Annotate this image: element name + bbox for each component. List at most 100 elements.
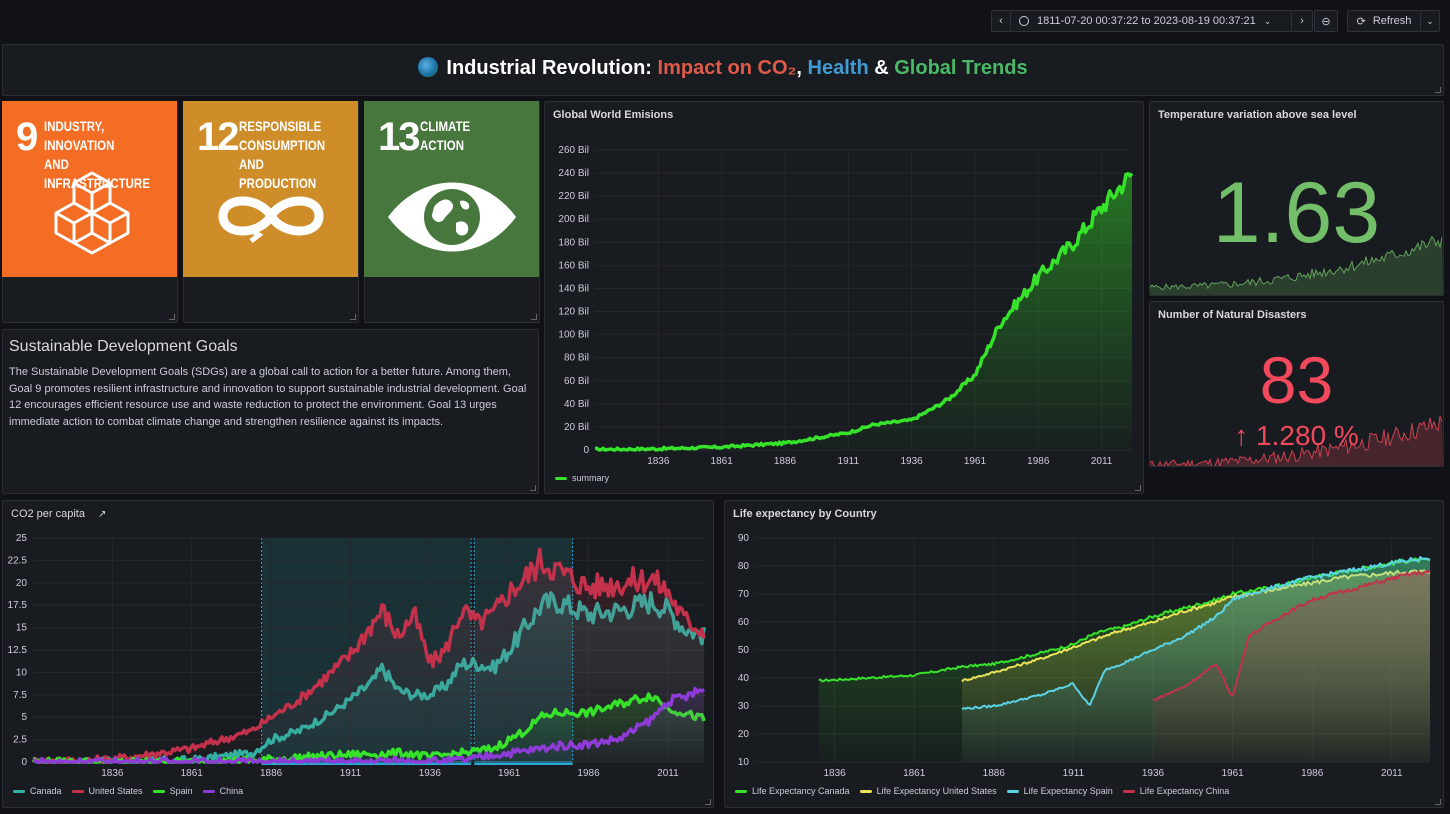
chevron-down-icon: ⌄ (1426, 15, 1434, 26)
y-tick-label: 0 (583, 445, 589, 456)
y-tick-label: 180 Bil (558, 237, 589, 248)
disasters-change: ↑ 1.280 % (1150, 420, 1443, 452)
legend: Canada United States Spain China (13, 786, 253, 796)
sdg-tile-13: 13 CLIMATE ACTION (364, 101, 539, 277)
x-tick-label: 1936 (901, 456, 924, 467)
y-tick-label: 15 (16, 623, 28, 634)
time-back-button[interactable]: ‹ (991, 10, 1011, 32)
legend-item[interactable]: China (202, 786, 244, 796)
legend-item[interactable]: United States (71, 786, 143, 796)
legend-label: Canada (30, 786, 62, 796)
title-part-1: Industrial Revolution: (446, 57, 658, 79)
legend-item[interactable]: Life Expectancy Spain (1006, 786, 1113, 796)
infinity-icon (218, 196, 324, 243)
resize-handle[interactable] (1435, 87, 1441, 93)
x-tick-label: 1986 (577, 768, 600, 779)
resize-handle[interactable] (531, 314, 537, 320)
resize-handle[interactable] (530, 485, 536, 491)
x-tick-label: 1911 (1063, 768, 1085, 779)
y-tick-label: 160 Bil (558, 260, 589, 271)
y-tick-label: 10 (16, 667, 28, 678)
region-bar (474, 761, 573, 765)
legend-swatch (13, 789, 25, 793)
x-tick-label: 1986 (1027, 456, 1050, 467)
legend-swatch (202, 789, 215, 793)
resize-handle[interactable] (705, 799, 711, 805)
y-tick-label: 100 Bil (558, 330, 589, 341)
series-line-summary (594, 172, 1134, 452)
y-tick-label: 40 Bil (564, 399, 589, 410)
sdg-text-title: Sustainable Development Goals (9, 338, 238, 355)
y-tick-label: 90 (738, 533, 750, 544)
y-tick-label: 120 Bil (558, 307, 589, 318)
page-title: Industrial Revolution: Impact on CO₂, He… (3, 57, 1443, 80)
clock-icon (1019, 16, 1029, 26)
y-tick-label: 70 (738, 589, 750, 600)
refresh-label: Refresh (1372, 15, 1412, 27)
legend-label: Spain (169, 786, 193, 796)
y-tick-label: 0 (21, 757, 27, 768)
y-tick-label: 80 (738, 561, 750, 572)
resize-handle[interactable] (350, 314, 356, 320)
panel-title: CO2 per capita ↗ (11, 508, 106, 520)
y-tick-label: 30 (738, 701, 750, 712)
x-tick-label: 1936 (419, 768, 442, 779)
region-bar (261, 761, 472, 765)
resize-handle[interactable] (1435, 799, 1441, 805)
sdg-number: 13 (378, 115, 420, 159)
x-tick-label: 1836 (647, 456, 670, 467)
global-emissions-chart: 0 20 Bil 40 Bil 60 Bil 80 Bil 100 Bil 120 Bil 1… (558, 145, 1134, 467)
legend-item[interactable]: Life Expectancy China (1122, 786, 1229, 796)
panel-title: Temperature variation above sea level (1158, 109, 1357, 121)
x-tick-label: 1886 (774, 456, 797, 467)
resize-handle[interactable] (1135, 485, 1141, 491)
time-forward-button[interactable]: › (1291, 10, 1313, 32)
y-tick-label: 2.5 (13, 735, 27, 746)
resize-handle[interactable] (169, 314, 175, 320)
legend-item[interactable]: Spain (152, 786, 193, 796)
legend-label: China (219, 786, 244, 796)
x-tick-label: 1911 (340, 768, 362, 779)
zoom-out-button[interactable]: ⊖ (1314, 10, 1338, 32)
x-tick-label: 2011 (1381, 768, 1403, 779)
arrow-up-icon: ↑ (1234, 420, 1249, 451)
life-expectancy-chart: 10 20 30 40 50 60 70 80 90 1836 1861 1886 1911 1936 19… (738, 533, 1431, 779)
external-link-icon[interactable]: ↗ (98, 509, 107, 520)
cubes-icon (54, 171, 130, 255)
life-expectancy-panel: Life expectancy by Country 10 20 30 40 50 60 7… (724, 500, 1444, 808)
series-area-spain (33, 694, 705, 762)
title-sep-1: , (796, 57, 808, 79)
y-tick-label: 12.5 (8, 645, 28, 656)
legend-item[interactable]: summary (555, 473, 609, 483)
legend-label: summary (572, 473, 610, 483)
header-panel: Industrial Revolution: Impact on CO₂, He… (2, 44, 1444, 96)
y-tick-label: 80 Bil (564, 353, 589, 364)
y-tick-label: 200 Bil (558, 214, 589, 225)
refresh-button[interactable]: ⟳ Refresh (1347, 10, 1421, 32)
legend-item[interactable]: Life Expectancy United States (859, 786, 997, 796)
legend-label: Life Expectancy United States (876, 786, 997, 796)
co2-per-capita-chart: 0 2.5 5 7.5 10 12.5 15 17.5 20 22.5 25 1836 1861 1886… (8, 533, 706, 779)
legend-swatch (1122, 789, 1135, 793)
x-tick-label: 1861 (903, 768, 926, 779)
sdg-number: 12 (197, 115, 239, 159)
series-area-united-states (33, 549, 705, 762)
legend-label: Life Expectancy Canada (752, 786, 850, 796)
sdg-label: RESPONSIBLE CONSUMPTION AND PRODUCTION (239, 118, 326, 191)
disasters-sparkline (1150, 415, 1443, 466)
legend-swatch (1006, 789, 1019, 793)
time-range-picker[interactable]: 1811-07-20 00:37:22 to 2023-08-19 00:37:… (1010, 10, 1292, 32)
legend-item[interactable]: Life Expectancy Canada (735, 786, 850, 796)
legend: Life Expectancy Canada Life Expectancy U… (735, 786, 1239, 796)
series-line-united-states (31, 547, 706, 764)
refresh-interval-dropdown[interactable]: ⌄ (1420, 10, 1440, 32)
series-area-summary (595, 173, 1132, 450)
y-tick-label: 60 Bil (564, 376, 589, 387)
time-range-label: 1811-07-20 00:37:22 to 2023-08-19 00:37:… (1037, 15, 1256, 27)
series-line-life-expectancy-china (1152, 569, 1431, 702)
legend-item[interactable]: Canada (13, 786, 62, 796)
y-tick-label: 240 Bil (558, 168, 589, 179)
x-tick-label: 1861 (181, 768, 204, 779)
sdg-tile-9: 9 INDUSTRY, INNOVATION AND INFRASTRUCTUR… (2, 101, 177, 277)
zoom-out-icon: ⊖ (1321, 15, 1331, 28)
